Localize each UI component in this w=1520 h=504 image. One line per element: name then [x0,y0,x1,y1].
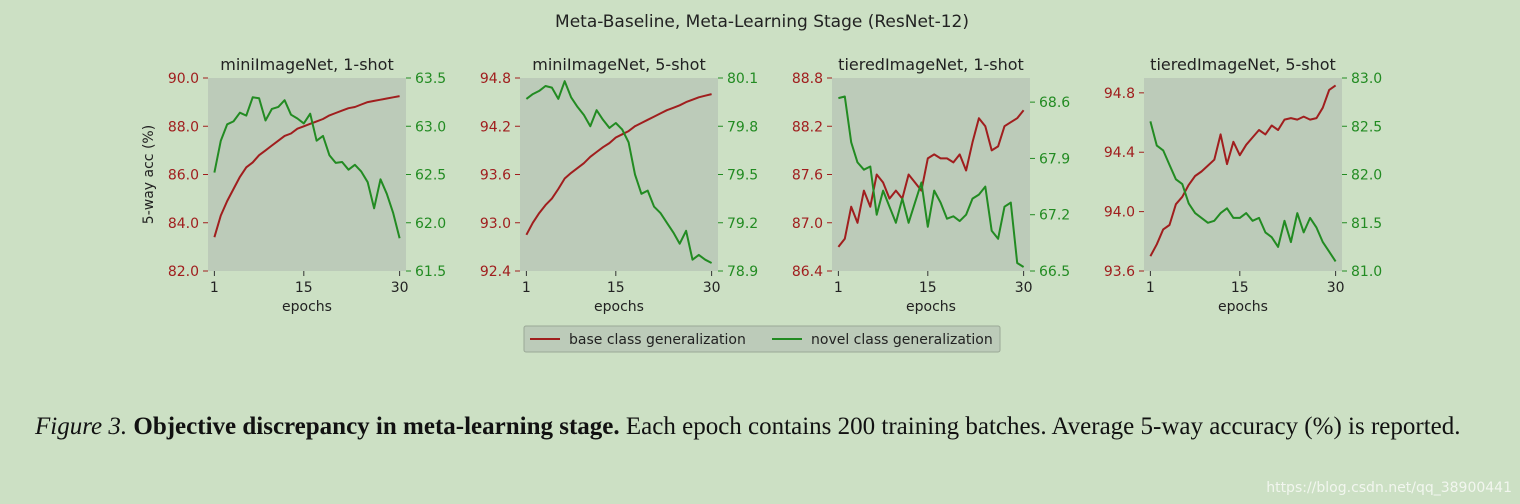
left-tick-label: 86.4 [792,264,823,280]
x-tick-label: 1 [522,280,531,296]
right-tick-label: 79.2 [727,216,758,232]
plot-area [1144,78,1342,271]
right-tick-label: 61.5 [415,264,446,280]
caption-text: Each epoch contains 200 training batches… [619,413,1461,440]
base-series-line [837,109,1025,248]
right-tick-label: 63.5 [415,71,446,87]
figure: Meta-Baseline, Meta-Learning Stage (ResN… [141,12,1382,353]
plot-area [208,78,406,271]
left-tick-label: 93.0 [480,216,511,232]
left-tick-label: 88.8 [792,71,823,87]
chart-panel-1: miniImageNet, 1-shot 82.0 84.0 86.0 88.0 90.0… [141,55,446,315]
x-tick-label: 30 [1327,280,1345,296]
right-tick-label: 80.1 [727,71,758,87]
panel-title: tieredImageNet, 1-shot [838,55,1024,74]
right-tick-label: 83.0 [1351,71,1382,87]
left-tick-label: 90.0 [168,71,199,87]
right-tick-label: 67.2 [1039,208,1070,224]
base-series-line [213,95,400,238]
right-tick-label: 82.5 [1351,119,1382,135]
x-axis-label: epochs [594,299,644,315]
left-tick-label: 94.0 [1104,205,1135,221]
legend: base class generalization novel class gen… [523,325,1001,353]
legend-label: base class generalization [569,332,746,348]
legend-box [523,325,1001,353]
right-tick-label: 62.0 [415,216,446,232]
base-series-line [525,93,712,236]
left-tick-label: 82.0 [168,264,199,280]
left-tick-label: 94.8 [480,71,511,87]
left-tick-label: 94.8 [1104,86,1135,102]
watermark: https://blog.csdn.net/qq_38900441 [1266,480,1512,496]
left-tick-label: 94.4 [1104,145,1135,161]
left-tick-label: 93.6 [480,168,511,184]
novel-series-line [1149,121,1337,262]
right-tick-label: 81.0 [1351,264,1382,280]
chart-panel-2: miniImageNet, 5-shot 92.4 93.0 93.6 94.2 94.8… [480,55,758,315]
left-tick-label: 87.6 [792,168,823,184]
panel-title: tieredImageNet, 5-shot [1150,55,1336,74]
x-tick-label: 15 [919,280,937,296]
right-tick-label: 66.5 [1039,264,1070,280]
novel-series-line [838,95,1025,268]
right-tick-label: 79.8 [727,119,758,135]
panel-title: miniImageNet, 5-shot [532,55,705,74]
x-axis-label: epochs [906,299,956,315]
caption-label: Figure 3. [35,413,128,440]
left-tick-label: 86.0 [168,168,199,184]
y-axis-label: 5-way acc (%) [141,125,157,224]
chart-panel-3: tieredImageNet, 1-shot 86.4 87.0 87.6 88.2 88… [792,55,1070,315]
x-tick-label: 30 [1015,280,1033,296]
x-tick-label: 1 [210,280,219,296]
right-tick-label: 79.5 [727,168,758,184]
figure-title: Meta-Baseline, Meta-Learning Stage (ResN… [555,12,969,32]
left-tick-label: 93.6 [1104,264,1135,280]
right-tick-label: 68.6 [1039,95,1070,111]
left-tick-label: 87.0 [792,216,823,232]
chart-panel-4: tieredImageNet, 5-shot 93.6 94.0 94.4 94.8 81… [1104,55,1382,315]
x-tick-label: 15 [607,280,625,296]
legend-label: novel class generalization [811,332,993,348]
x-tick-label: 30 [703,280,721,296]
right-tick-label: 67.9 [1039,151,1070,167]
left-tick-label: 92.4 [480,264,511,280]
right-tick-label: 78.9 [727,264,758,280]
novel-series-line [213,96,401,239]
novel-series-line [525,80,713,264]
x-tick-label: 15 [295,280,313,296]
figure-caption: Figure 3. Objective discrepancy in meta-… [35,410,1495,444]
left-tick-label: 88.2 [792,119,823,135]
x-tick-label: 1 [834,280,843,296]
x-tick-label: 1 [1146,280,1155,296]
left-tick-label: 84.0 [168,216,199,232]
right-tick-label: 81.5 [1351,216,1382,232]
left-tick-label: 88.0 [168,119,199,135]
panel-title: miniImageNet, 1-shot [220,55,393,74]
caption-title: Objective discrepancy in meta-learning s… [133,413,620,440]
right-tick-label: 82.0 [1351,168,1382,184]
x-tick-label: 15 [1231,280,1249,296]
x-axis-label: epochs [282,299,332,315]
x-tick-label: 30 [391,280,409,296]
x-axis-label: epochs [1218,299,1268,315]
right-tick-label: 62.5 [415,168,446,184]
right-tick-label: 63.0 [415,119,446,135]
plot-area [520,78,718,271]
left-tick-label: 94.2 [480,119,511,135]
plot-area [832,78,1030,271]
base-series-line [1149,84,1337,257]
